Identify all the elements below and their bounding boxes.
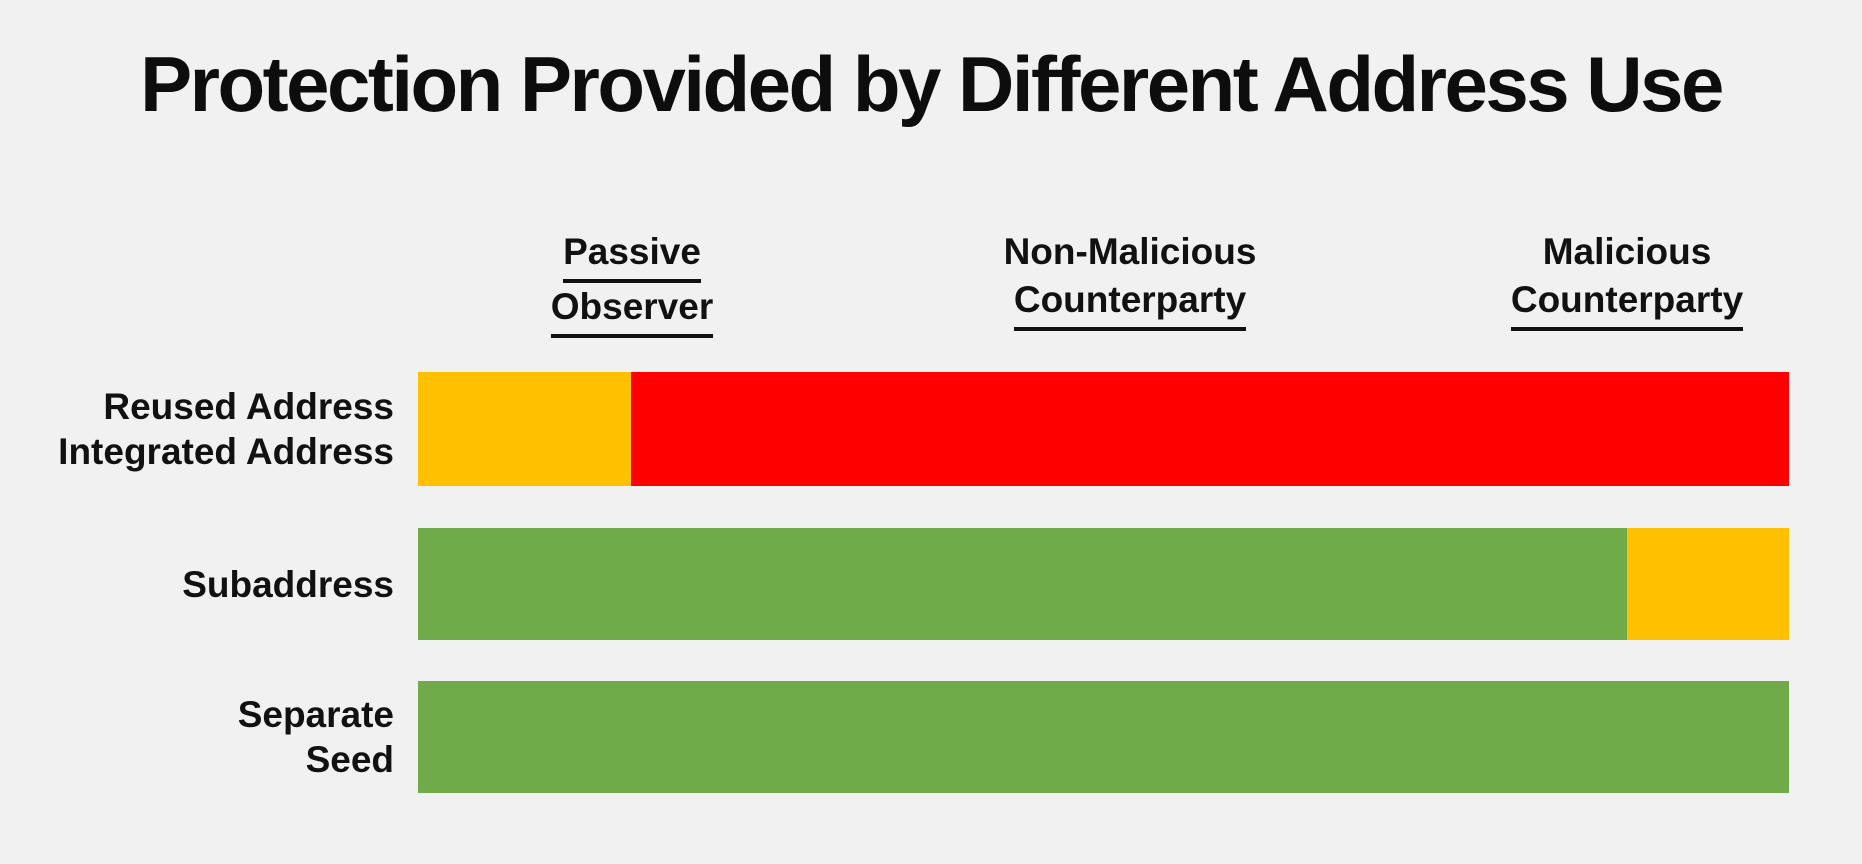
bar-segment-green	[418, 681, 1789, 793]
column-header-text: Observer	[550, 283, 714, 338]
row-label-separate-seed: Separate Seed	[0, 681, 394, 793]
bar-segment-yellow	[1626, 528, 1789, 640]
bar-reused-integrated-address	[418, 372, 1789, 486]
column-header-line: Observer	[412, 283, 852, 338]
bar-segment-yellow	[418, 372, 632, 486]
column-header-line: Passive	[412, 228, 852, 283]
column-header-text: Counterparty	[1510, 276, 1744, 331]
bar-subaddress	[418, 528, 1789, 640]
column-header-text: Counterparty	[1013, 276, 1247, 331]
column-header-text: Passive	[563, 228, 701, 283]
bar-separate-seed	[418, 681, 1789, 793]
column-header-line: Non-Malicious	[910, 228, 1350, 276]
column-header-non-malicious-counterparty: Non-Malicious Counterparty	[910, 228, 1350, 331]
column-header-text: Malicious	[1542, 231, 1712, 272]
column-header-line: Malicious	[1407, 228, 1847, 276]
bar-segment-green	[418, 528, 1627, 640]
column-header-passive-observer: Passive Observer	[412, 228, 852, 338]
bar-segment-red	[631, 372, 1789, 486]
chart-title: Protection Provided by Different Address…	[140, 40, 1724, 128]
row-label-subaddress: Subaddress	[0, 528, 394, 640]
row-label-line: Seed	[305, 739, 394, 780]
row-label-line: Separate	[237, 694, 394, 735]
row-label-line: Reused Address	[103, 386, 394, 427]
column-header-line: Counterparty	[910, 276, 1350, 331]
row-label-line: Integrated Address	[58, 431, 394, 472]
row-label-line: Subaddress	[182, 563, 394, 605]
column-header-line: Counterparty	[1407, 276, 1847, 331]
column-header-text: Non-Malicious	[1003, 231, 1257, 272]
column-header-malicious-counterparty: Malicious Counterparty	[1407, 228, 1847, 331]
row-label-reused-integrated-address: Reused Address Integrated Address	[0, 372, 394, 486]
